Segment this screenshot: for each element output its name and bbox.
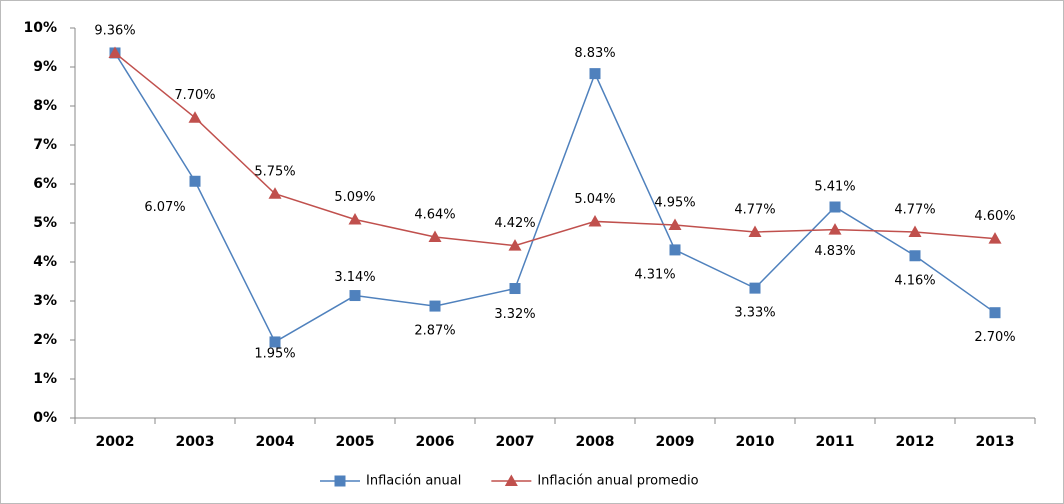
data-point <box>909 250 921 262</box>
data-label: 5.75% <box>254 164 295 179</box>
x-tick-label: 2007 <box>496 434 535 450</box>
data-label: 8.83% <box>574 46 615 61</box>
data-point <box>669 244 681 256</box>
y-tick-label: 0% <box>33 410 57 426</box>
legend-marker <box>504 474 518 486</box>
data-point <box>989 307 1001 319</box>
data-point <box>268 187 282 199</box>
x-tick-label: 2004 <box>256 434 295 450</box>
x-tick-label: 2002 <box>96 434 135 450</box>
data-label: 3.33% <box>734 306 775 321</box>
data-label: 1.95% <box>254 346 295 361</box>
data-label: 4.16% <box>894 273 935 288</box>
y-tick-label: 5% <box>33 215 57 231</box>
data-label: 7.70% <box>174 88 215 103</box>
series-line <box>114 52 996 247</box>
x-tick-label: 2005 <box>336 434 375 450</box>
legend-label: Inflación anual <box>366 474 461 489</box>
data-label: 5.04% <box>574 192 615 207</box>
data-point <box>348 212 362 225</box>
data-point <box>429 300 441 312</box>
y-tick-label: 3% <box>33 293 57 309</box>
y-tick-label: 4% <box>33 254 57 270</box>
x-tick-label: 2012 <box>896 434 935 450</box>
data-label: 4.60% <box>974 209 1015 224</box>
series-line <box>114 52 996 343</box>
data-label: 2.87% <box>414 324 455 339</box>
y-tick-label: 9% <box>33 59 57 75</box>
y-tick-label: 7% <box>33 137 57 153</box>
data-point <box>588 214 602 227</box>
data-point <box>988 232 1002 244</box>
data-point <box>108 46 122 58</box>
data-point <box>509 283 521 295</box>
data-point <box>668 218 682 230</box>
y-tick-label: 2% <box>33 332 57 348</box>
legend-label: Inflación anual promedio <box>537 474 698 489</box>
y-tick-label: 6% <box>33 176 57 192</box>
data-label: 4.42% <box>494 216 535 231</box>
x-tick-label: 2003 <box>176 434 215 450</box>
x-tick-label: 2013 <box>976 434 1015 450</box>
data-label: 4.77% <box>734 202 775 217</box>
x-tick-label: 2011 <box>816 434 855 450</box>
data-point <box>589 68 601 80</box>
x-tick-label: 2009 <box>656 434 695 450</box>
data-label: 6.07% <box>144 200 185 215</box>
data-point <box>508 239 522 251</box>
data-label: 9.36% <box>94 23 135 38</box>
data-point <box>189 175 201 187</box>
data-label: 4.83% <box>814 244 855 259</box>
data-label: 5.09% <box>334 190 375 205</box>
data-point <box>829 201 841 213</box>
data-point <box>188 111 202 123</box>
data-point <box>828 223 842 235</box>
legend-marker <box>334 475 346 487</box>
data-label: 4.64% <box>414 208 455 223</box>
y-tick-label: 10% <box>23 20 57 36</box>
data-point <box>269 336 281 348</box>
data-label: 4.95% <box>654 195 695 210</box>
y-tick-label: 1% <box>33 371 57 387</box>
data-label: 2.70% <box>974 330 1015 345</box>
data-label: 3.14% <box>334 270 375 285</box>
data-point <box>349 290 361 302</box>
data-label: 5.41% <box>814 180 855 195</box>
x-tick-label: 2010 <box>736 434 775 450</box>
x-tick-label: 2008 <box>576 434 615 450</box>
data-point <box>749 282 761 294</box>
data-label: 3.32% <box>494 307 535 322</box>
x-tick-label: 2006 <box>416 434 455 450</box>
data-label: 4.77% <box>894 202 935 217</box>
data-point <box>908 225 922 237</box>
data-point <box>748 225 762 237</box>
y-tick-label: 8% <box>33 98 57 114</box>
data-label: 4.31% <box>634 267 675 282</box>
data-point <box>428 230 442 243</box>
